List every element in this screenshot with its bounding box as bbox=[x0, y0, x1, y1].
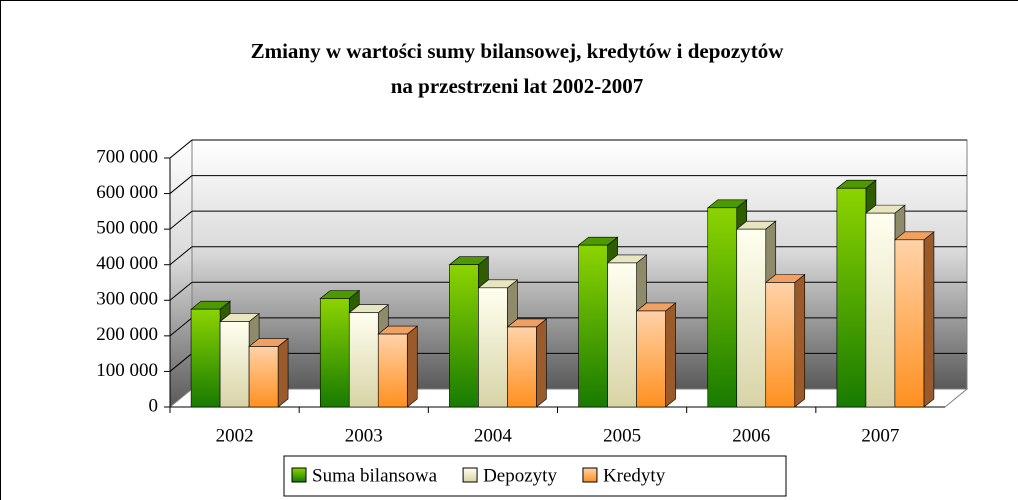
grid-line bbox=[169, 175, 193, 194]
grid-line bbox=[169, 210, 193, 230]
bar bbox=[865, 212, 896, 408]
y-tick-label: 300 000 bbox=[96, 289, 158, 310]
bar bbox=[377, 333, 408, 408]
chart-title: na przestrzeni lat 2002-2007 bbox=[391, 74, 644, 98]
bar-side bbox=[665, 302, 676, 408]
legend-label: Suma bilansowa bbox=[312, 465, 438, 486]
bar-side bbox=[536, 318, 547, 408]
x-tick-label: 2003 bbox=[345, 425, 383, 446]
bar bbox=[607, 262, 637, 408]
bar bbox=[707, 207, 738, 408]
grid-line bbox=[169, 281, 193, 301]
legend bbox=[283, 455, 787, 497]
bar-side bbox=[794, 273, 806, 408]
bar bbox=[449, 264, 479, 408]
y-tick-label: 100 000 bbox=[96, 360, 158, 381]
legend-swatch bbox=[582, 467, 598, 483]
side-wall bbox=[169, 138, 193, 409]
legend-swatch bbox=[462, 467, 478, 483]
x-tick-label: 2004 bbox=[474, 425, 513, 446]
y-tick-label: 400 000 bbox=[96, 253, 158, 274]
y-tick-label: 200 000 bbox=[96, 324, 158, 345]
grid-line bbox=[169, 246, 193, 266]
bar bbox=[190, 308, 221, 408]
legend-swatch bbox=[291, 467, 307, 483]
y-tick-label: 0 bbox=[149, 395, 159, 416]
bar-side bbox=[923, 231, 935, 408]
bar bbox=[578, 244, 608, 408]
bar-side bbox=[406, 325, 418, 408]
grid-line bbox=[169, 317, 193, 337]
bar bbox=[507, 326, 537, 408]
y-tick-label: 700 000 bbox=[96, 146, 158, 167]
bar bbox=[319, 298, 350, 408]
y-tick-label: 600 000 bbox=[96, 182, 158, 203]
legend-label: Depozyty bbox=[483, 465, 557, 486]
y-tick-label: 500 000 bbox=[96, 218, 158, 239]
bar bbox=[348, 312, 379, 408]
bar bbox=[248, 346, 279, 408]
bar bbox=[478, 287, 508, 408]
bar bbox=[765, 282, 796, 408]
bar bbox=[736, 228, 767, 408]
bar bbox=[894, 239, 925, 408]
grid-line bbox=[169, 139, 193, 159]
bar-side bbox=[277, 337, 289, 408]
bar bbox=[219, 321, 250, 408]
x-tick-label: 2007 bbox=[861, 425, 899, 446]
x-tick-label: 2002 bbox=[216, 425, 254, 446]
bar bbox=[836, 187, 867, 408]
legend-label: Kredyty bbox=[603, 465, 666, 486]
chart-title: Zmiany w wartości sumy bilansowej, kredy… bbox=[251, 39, 785, 63]
grid-line bbox=[169, 353, 193, 372]
x-tick-label: 2006 bbox=[732, 425, 770, 446]
bar bbox=[636, 310, 666, 408]
x-tick-label: 2005 bbox=[603, 425, 641, 446]
